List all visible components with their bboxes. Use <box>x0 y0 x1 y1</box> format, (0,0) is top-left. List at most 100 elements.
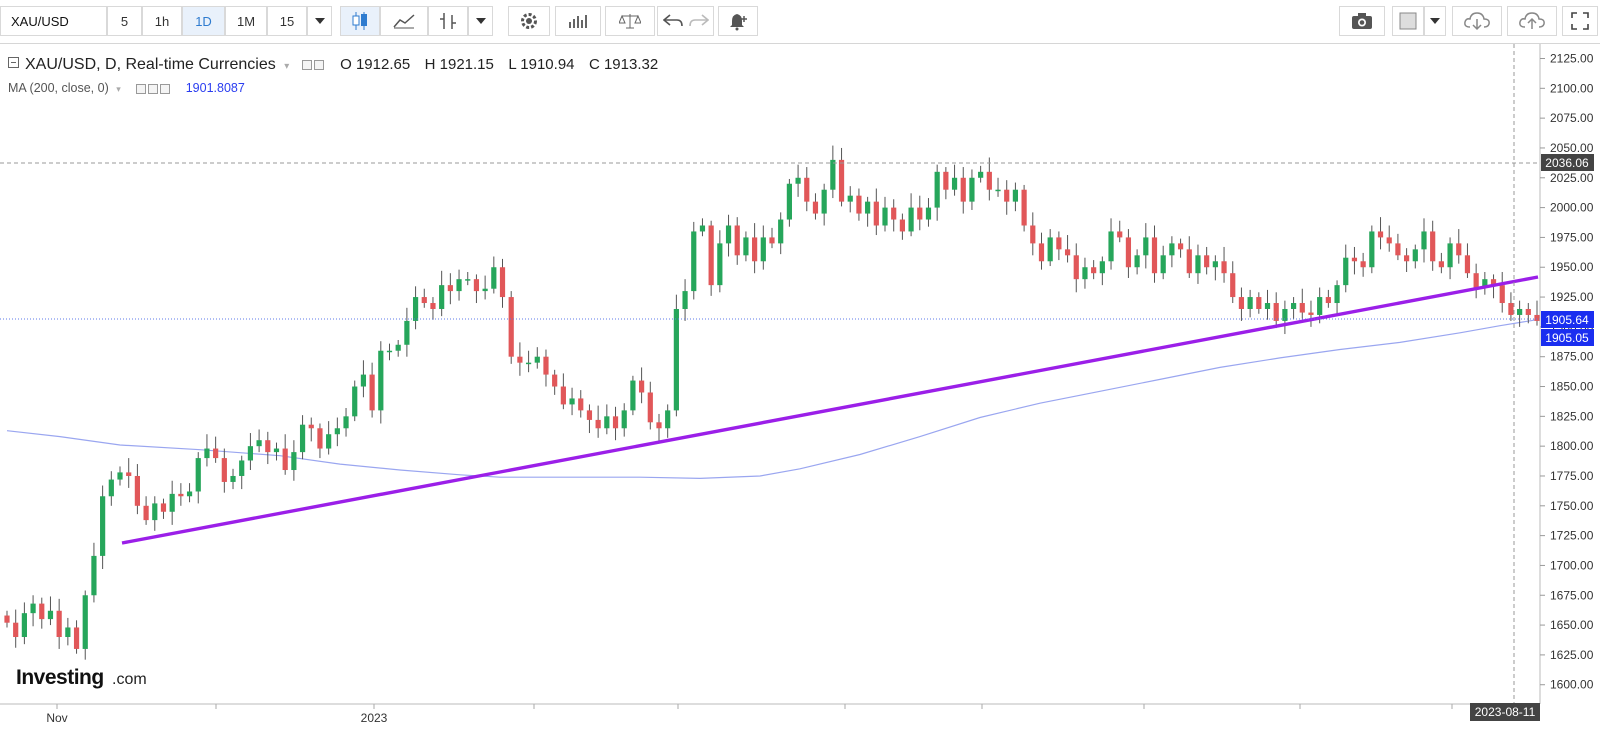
background-color-button[interactable] <box>1392 6 1424 36</box>
interval-button-5[interactable]: 5 <box>107 6 142 36</box>
time-axis[interactable]: Nov 2023 <box>46 704 1453 725</box>
time-tick-label: 2023 <box>361 711 388 725</box>
fullscreen-button[interactable] <box>1562 6 1598 36</box>
candle <box>525 350 532 373</box>
price-tick-label: 1950.00 <box>1550 260 1594 274</box>
redo-icon[interactable] <box>688 14 709 28</box>
price-tick-label: 1825.00 <box>1550 409 1594 423</box>
interval-label: 1h <box>154 13 170 29</box>
trendline[interactable] <box>121 275 1539 545</box>
legend-open: O 1912.65 <box>340 56 411 73</box>
candle <box>117 466 123 486</box>
candle-body <box>708 225 714 286</box>
ma-label: MA (200, close, 0) <box>8 81 109 95</box>
templates-button[interactable] <box>555 6 601 36</box>
candle-body <box>639 380 645 393</box>
interval-button-15[interactable]: 15 <box>267 6 307 36</box>
logo-suffix: .com <box>112 671 147 688</box>
alert-button[interactable] <box>718 6 758 36</box>
drawing-tools-button[interactable] <box>428 6 468 36</box>
candle-body <box>291 452 297 471</box>
candle <box>499 258 506 308</box>
candle-body <box>647 392 653 423</box>
candle-body <box>795 177 801 184</box>
drawing-tools-dropdown[interactable] <box>468 6 493 36</box>
candle <box>586 404 593 434</box>
price-chart[interactable]: 2125.00 2100.00 2075.00 2050.00 2025.00 2000.… <box>0 44 1600 737</box>
caret-down-icon[interactable]: ▾ <box>284 61 290 72</box>
candle-body <box>534 356 540 363</box>
interval-button-1d[interactable]: 1D <box>182 6 225 36</box>
candle <box>1360 252 1366 277</box>
candle <box>812 193 819 220</box>
undo-icon[interactable] <box>662 14 683 28</box>
candle <box>917 195 923 231</box>
candle-body <box>1012 189 1019 202</box>
candle <box>430 297 436 320</box>
candle-body <box>1125 237 1132 268</box>
last-close-label: 1905.05 <box>1545 331 1589 345</box>
candle-body <box>1282 308 1288 321</box>
candle-body <box>986 171 992 190</box>
gear-icon[interactable] <box>313 59 324 70</box>
candle-body <box>317 428 323 449</box>
candle-body <box>395 344 401 351</box>
candle <box>1195 244 1201 284</box>
collapse-icon[interactable] <box>8 57 19 68</box>
candle <box>934 164 940 221</box>
price-tick-label: 1650.00 <box>1550 618 1594 632</box>
candle-body <box>100 496 106 556</box>
eye-icon[interactable] <box>301 59 312 70</box>
candle <box>265 431 271 465</box>
background-color-dropdown[interactable] <box>1424 6 1446 36</box>
interval-button-1m[interactable]: 1M <box>225 6 267 36</box>
candle-body <box>699 225 706 232</box>
candle <box>1134 249 1140 275</box>
candle <box>65 617 71 646</box>
candle <box>647 381 653 430</box>
candle <box>1377 217 1384 250</box>
candle-body <box>169 493 175 512</box>
candle <box>160 498 167 519</box>
compare-button[interactable] <box>605 6 655 36</box>
candle-body <box>473 279 480 292</box>
interval-dropdown[interactable] <box>307 6 332 36</box>
candle-body <box>282 448 288 471</box>
cloud-upload-button[interactable] <box>1507 6 1557 36</box>
candle-body <box>1517 308 1523 315</box>
candles-style-button[interactable] <box>340 6 380 36</box>
candle-body <box>1221 261 1227 274</box>
price-axis[interactable]: 2125.00 2100.00 2075.00 2050.00 2025.00 2000.… <box>1540 52 1594 692</box>
candle-body <box>630 380 636 411</box>
screenshot-button[interactable] <box>1339 6 1385 36</box>
chart-bars-icon <box>569 15 587 28</box>
candle-body <box>1238 297 1245 309</box>
candle-body <box>213 448 219 459</box>
candle-body <box>830 159 836 190</box>
close-icon[interactable] <box>160 83 171 94</box>
eye-icon[interactable] <box>136 83 147 94</box>
price-tick-label: 1675.00 <box>1550 588 1594 602</box>
cloud-download-button[interactable] <box>1452 6 1502 36</box>
candle <box>343 407 349 437</box>
candle-body <box>1447 243 1453 268</box>
last-close-tag <box>1541 329 1594 346</box>
candle <box>769 227 775 249</box>
candle <box>1091 260 1097 280</box>
candle-body <box>821 189 827 214</box>
candlestick-icon <box>352 12 367 30</box>
interval-label: 5 <box>120 13 129 29</box>
candle-body <box>1438 261 1444 268</box>
candle-body <box>1099 261 1105 274</box>
gear-icon[interactable] <box>148 83 159 94</box>
symbol-search-input[interactable]: XAU/USD <box>0 6 107 36</box>
candle-body <box>334 428 340 435</box>
caret-down-icon[interactable]: ▾ <box>116 84 121 94</box>
candle-body <box>186 491 193 497</box>
candle <box>352 380 358 422</box>
interval-button-1h[interactable]: 1h <box>142 6 182 36</box>
candle <box>951 164 958 196</box>
settings-button[interactable] <box>508 6 550 36</box>
candle <box>473 274 480 304</box>
indicators-button[interactable] <box>380 6 428 36</box>
